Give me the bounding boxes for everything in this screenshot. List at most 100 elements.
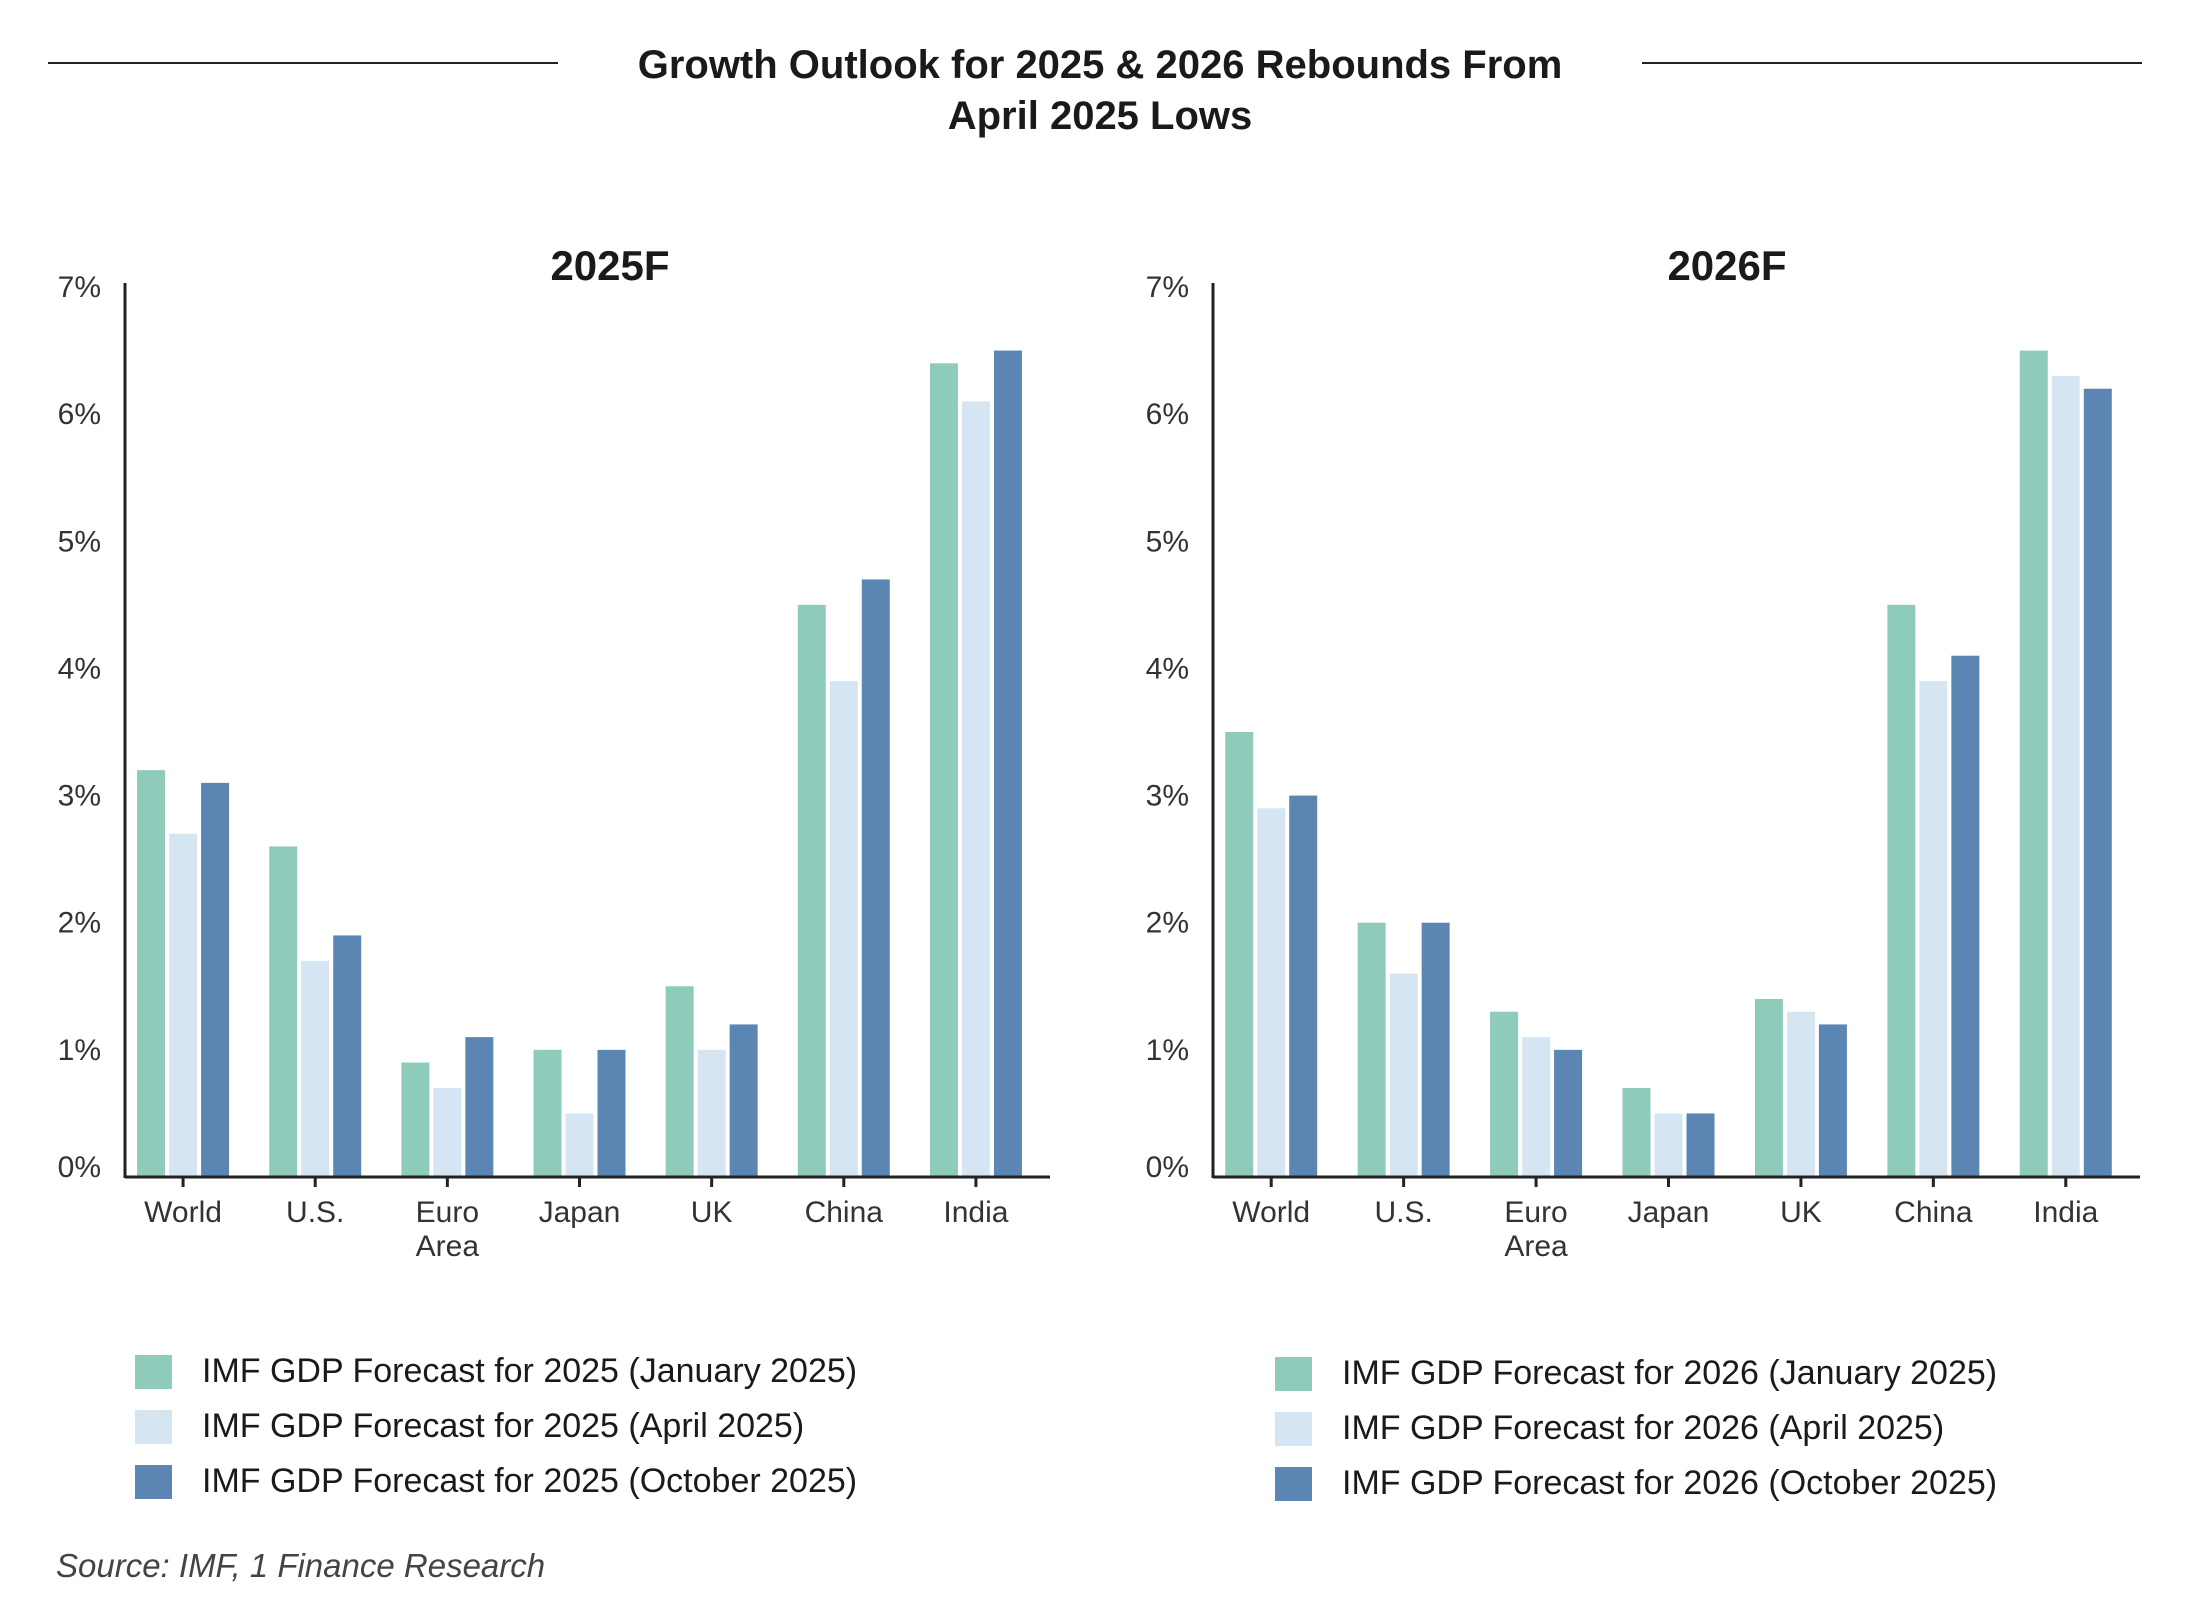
x-tick-label: China [805,1196,884,1229]
bar-april [565,1113,594,1177]
legend-label: IMF GDP Forecast for 2025 (April 2025) [202,1407,805,1445]
bar-october [1951,655,1980,1177]
legend-label: IMF GDP Forecast for 2026 (October 2025) [1342,1464,1998,1502]
y-tick-label: 2% [1146,907,1189,940]
bar-april [1919,681,1948,1177]
y-tick-label: 1% [58,1034,101,1067]
x-tick-label: World [144,1196,222,1229]
x-tick-label: World [1232,1196,1310,1229]
y-tick-label: 3% [1146,780,1189,813]
x-tick-label: Euro [416,1196,479,1229]
bar-january [1357,922,1386,1177]
legend-item: IMF GDP Forecast for 2025 (October 2025) [135,1454,857,1509]
bar-april [301,960,330,1177]
legend-item: IMF GDP Forecast for 2026 (October 2025) [1275,1456,1997,1511]
legend-swatch [135,1464,172,1499]
bar-april [961,401,990,1177]
bar-january [1887,604,1916,1177]
bar-january [401,1062,430,1177]
source-note: Source: IMF, 1 Finance Research [56,1547,546,1584]
bar-january [929,363,958,1177]
legend-swatch [135,1354,172,1389]
x-tick-label: Area [416,1230,480,1263]
legend-label: IMF GDP Forecast for 2025 (January 2025) [202,1352,858,1390]
x-tick-label: U.S. [1374,1196,1432,1229]
bar-january [269,846,298,1177]
y-tick-label: 5% [58,525,101,558]
bar-april [829,681,858,1177]
y-tick-label: 2% [58,907,101,940]
y-tick-label: 4% [1146,652,1189,685]
y-tick-label: 3% [58,780,101,813]
title-rule-left [48,62,558,64]
x-tick-label: U.S. [286,1196,344,1229]
bar-october [597,1049,626,1177]
bar-october [1421,922,1450,1177]
x-tick-label: China [1894,1196,1973,1229]
legend-item: IMF GDP Forecast for 2025 (January 2025) [135,1344,857,1399]
bar-april [1257,808,1286,1177]
legend-label: IMF GDP Forecast for 2026 (April 2025) [1342,1409,1945,1447]
legend-swatch [1275,1356,1312,1391]
legend-swatch [1275,1466,1312,1501]
y-tick-label: 5% [1146,525,1189,558]
bar-january [1754,999,1783,1177]
x-tick-label: UK [1780,1196,1822,1229]
legend-item: IMF GDP Forecast for 2026 (April 2025) [1275,1401,1997,1456]
title-rule-right [1642,62,2142,64]
bar-april [2051,376,2080,1177]
bar-january [1490,1011,1519,1177]
title-line-2: April 2025 Lows [947,94,1253,138]
bar-january [137,770,166,1177]
bar-january [1622,1088,1651,1177]
bar-october [465,1037,494,1177]
y-tick-label: 0% [1146,1151,1189,1184]
bar-april [1522,1037,1551,1177]
y-tick-label: 0% [58,1151,101,1184]
bar-october [201,782,230,1177]
bar-october [1818,1024,1847,1177]
bar-april [1654,1113,1683,1177]
x-tick-label: UK [691,1196,733,1229]
bar-october [1686,1113,1715,1177]
y-tick-label: 1% [1146,1034,1189,1067]
x-tick-label: Euro [1504,1196,1567,1229]
bar-october [1554,1049,1583,1177]
y-tick-label: 6% [58,398,101,431]
bar-april [169,833,198,1177]
x-tick-label: Area [1504,1230,1568,1263]
bar-january [797,604,826,1177]
bar-april [1389,973,1418,1177]
bar-october [1289,795,1318,1177]
x-tick-label: India [943,1196,1008,1229]
x-tick-label: Japan [1628,1196,1710,1229]
y-tick-label: 4% [58,652,101,685]
legend-label: IMF GDP Forecast for 2025 (October 2025) [202,1462,858,1500]
x-tick-label: India [2033,1196,2098,1229]
legend-2026: IMF GDP Forecast for 2026 (January 2025)… [1275,1346,1997,1511]
subplot-title: 2026F [1667,242,1786,289]
y-tick-label: 7% [58,271,101,304]
bar-january [665,986,694,1177]
title-line-1: Growth Outlook for 2025 & 2026 Rebounds … [637,43,1563,87]
subplot-title: 2025F [550,242,669,289]
bar-october [993,350,1022,1178]
bar-october [729,1024,758,1177]
bar-october [333,935,362,1177]
bar-october [861,579,890,1177]
bar-january [533,1049,562,1177]
bar-april [1786,1011,1815,1177]
legend-swatch [135,1409,172,1444]
bar-october [2083,388,2112,1177]
legend-item: IMF GDP Forecast for 2025 (April 2025) [135,1399,857,1454]
y-tick-label: 6% [1146,398,1189,431]
legend-item: IMF GDP Forecast for 2026 (January 2025) [1275,1346,1997,1401]
bar-april [433,1088,462,1177]
bar-january [2019,350,2048,1178]
bar-april [697,1049,726,1177]
legend-swatch [1275,1411,1312,1446]
chart-title: Growth Outlook for 2025 & 2026 Rebounds … [560,40,1640,142]
legend-2025: IMF GDP Forecast for 2025 (January 2025)… [135,1344,857,1509]
x-tick-label: Japan [539,1196,621,1229]
